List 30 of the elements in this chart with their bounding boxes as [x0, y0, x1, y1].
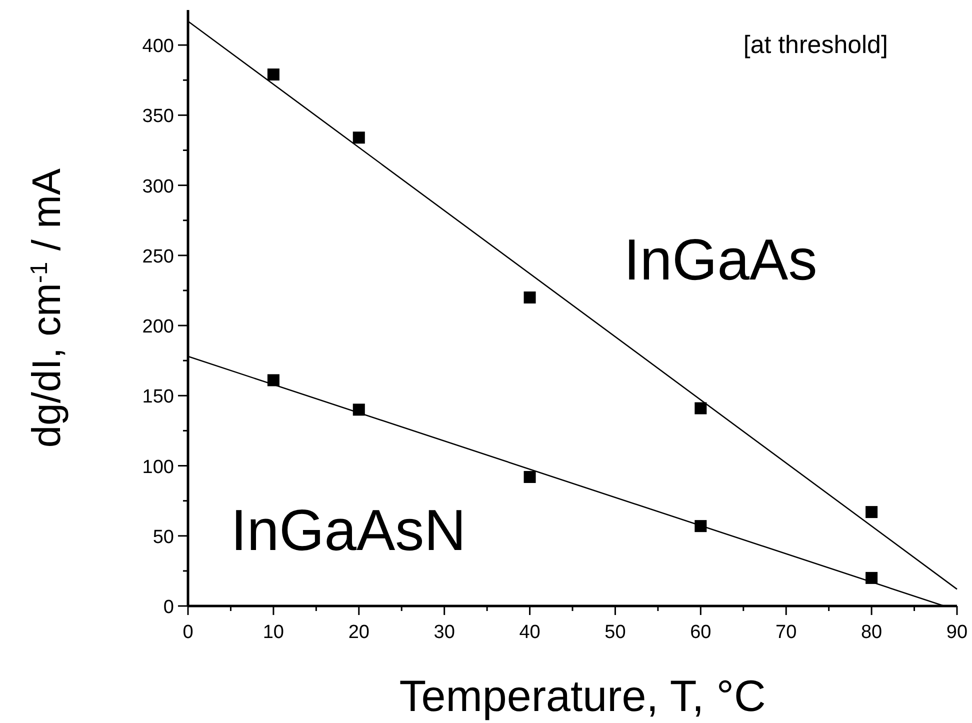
point: [267, 374, 280, 386]
x-tick-label: 70: [776, 622, 797, 643]
x-tick-label: 60: [690, 622, 712, 643]
x-tick-label: 90: [946, 622, 968, 643]
point: [694, 402, 707, 414]
y-tick-label: 100: [142, 456, 174, 478]
x-tick-label: 80: [860, 622, 882, 643]
x-axis-title: Temperature, T, °C: [399, 672, 766, 721]
x-tick-label: 0: [182, 622, 194, 643]
y-tick-label: 350: [142, 106, 174, 128]
x-tick-label: 20: [348, 622, 370, 643]
point: [524, 470, 536, 483]
annotation: [at threshold]: [743, 31, 888, 60]
y-tick-label: 150: [142, 386, 174, 408]
y-tick-label: 250: [142, 246, 174, 268]
point: [352, 132, 365, 144]
y-tick-label: 0: [163, 597, 174, 618]
x-tick-label: 50: [604, 622, 626, 643]
y-tick-label: 50: [152, 526, 174, 548]
series-label: InGaAsN: [230, 498, 466, 563]
y-tick-label: 300: [142, 176, 174, 198]
series-label: InGaAs: [624, 227, 818, 292]
x-tick-label: 40: [519, 622, 540, 643]
point: [866, 506, 878, 518]
y-tick-label: 200: [142, 316, 174, 338]
y-tick-label: 400: [142, 36, 174, 58]
point: [524, 291, 536, 304]
x-tick-label: 30: [434, 622, 455, 643]
x-tick-label: 10: [262, 622, 284, 643]
point: [267, 68, 280, 81]
